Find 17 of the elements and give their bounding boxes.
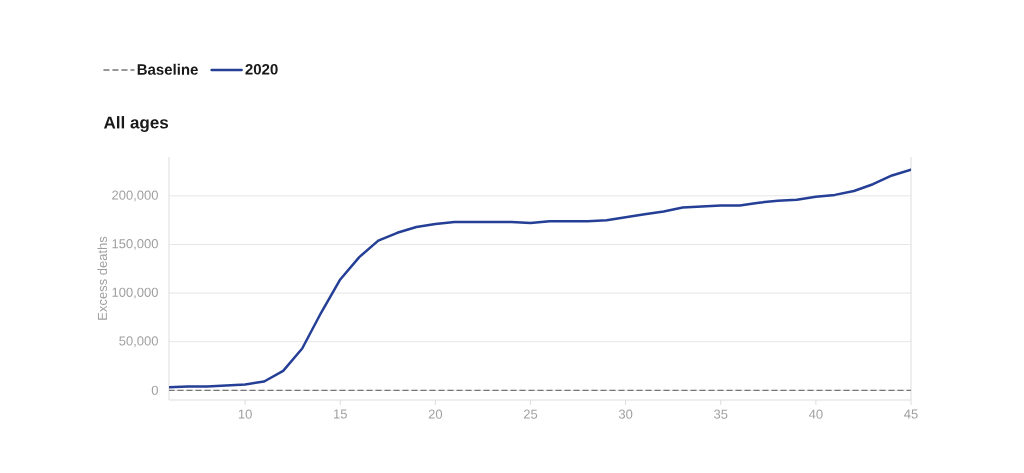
x-tick-label: 25 (523, 409, 538, 419)
legend-label: Baseline (137, 63, 198, 75)
y-tick-label: 50,000 (119, 336, 158, 348)
y-tick-label: 0 (151, 385, 158, 395)
x-tick-label: 30 (618, 409, 633, 419)
x-tick-label: 35 (714, 409, 728, 419)
x-tick-label: 15 (334, 409, 347, 419)
legend-label: 2020 (245, 64, 278, 75)
x-tick-label: 45 (904, 409, 918, 419)
x-tick-label: 40 (808, 409, 823, 419)
x-tick-label: 20 (428, 409, 443, 419)
chart-title: All ages (103, 116, 169, 132)
x-tick-label: 10 (238, 409, 252, 419)
y-tick-label: 200,000 (112, 190, 158, 202)
y-tick-label: 100,000 (112, 287, 158, 299)
y-axis-title: Excess deaths (97, 236, 108, 320)
y-tick-label: 150,000 (112, 239, 158, 250)
